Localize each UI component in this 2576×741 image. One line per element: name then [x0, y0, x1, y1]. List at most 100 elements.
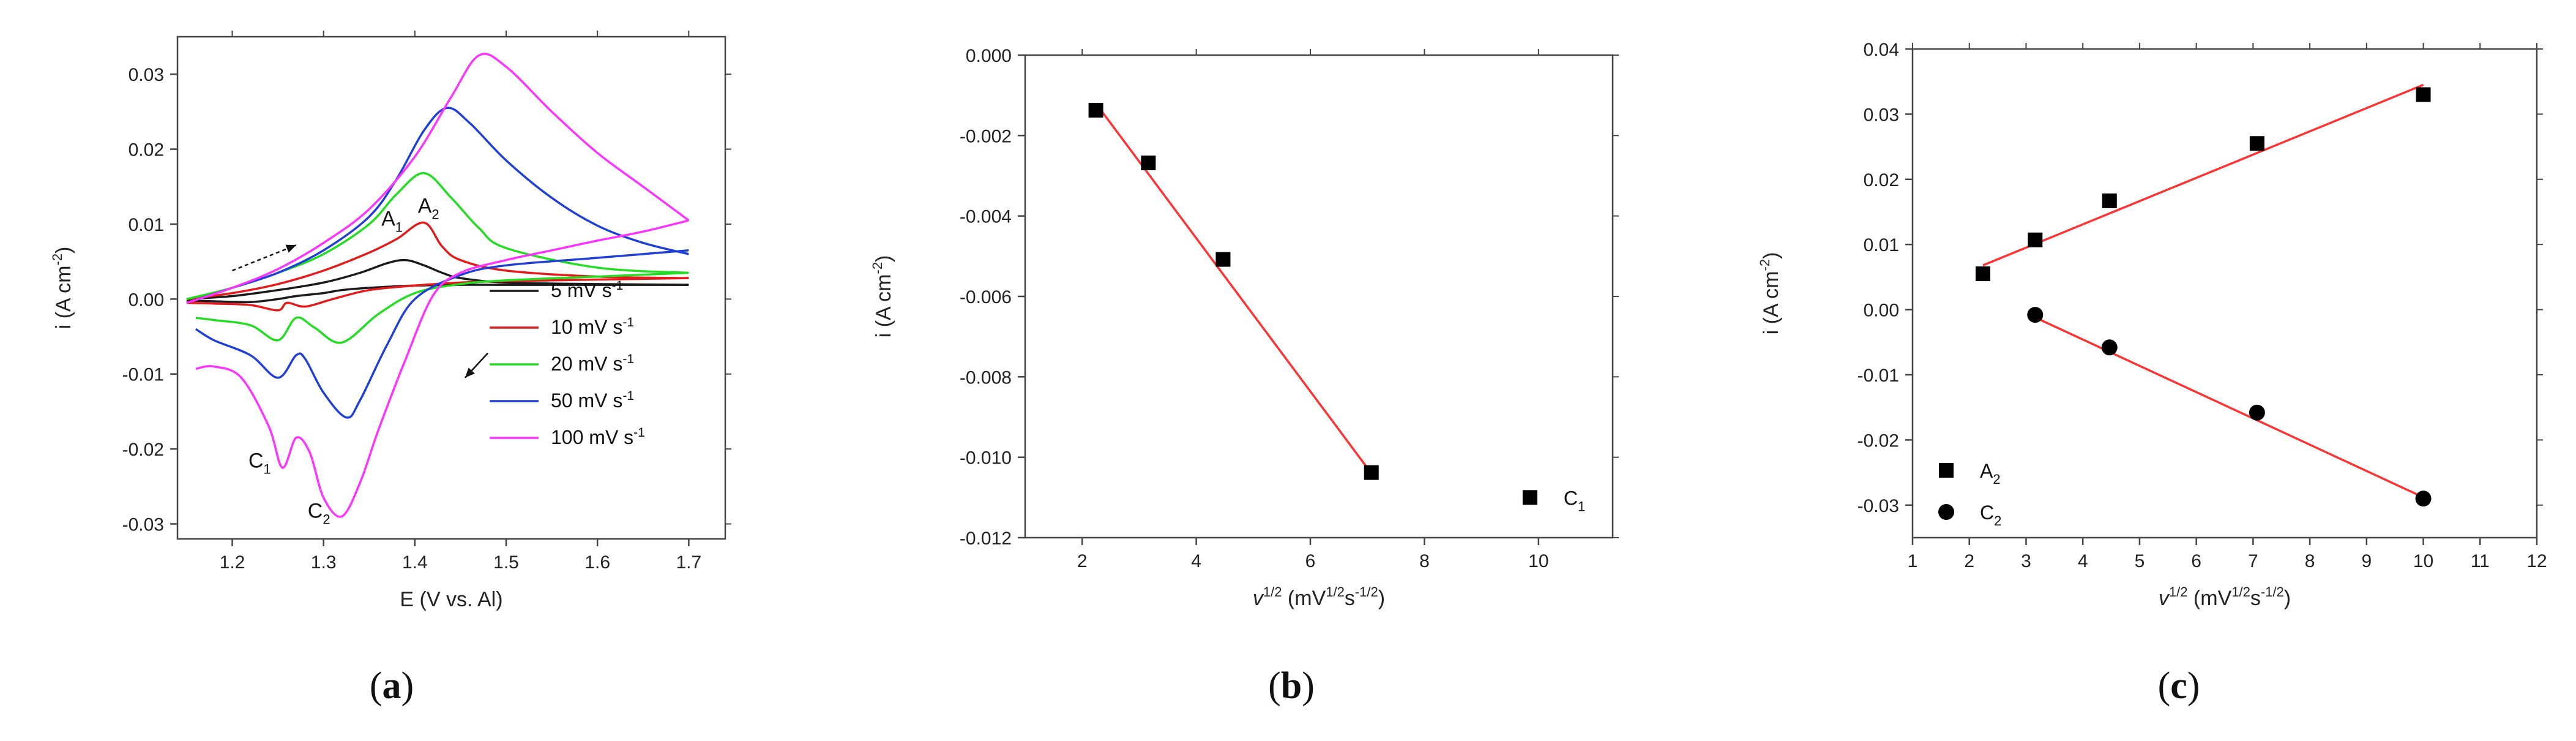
- x-tick-label: 2: [1964, 551, 1974, 571]
- legend-label: A2: [1980, 460, 2001, 487]
- data-point-square: [2416, 87, 2431, 102]
- fit-line: [1095, 102, 1373, 474]
- x-tick-label: 9: [2361, 551, 2372, 571]
- x-tick-label: 1.4: [402, 552, 428, 573]
- legend-item: 10 mV s-1: [490, 315, 634, 338]
- y-tick-label: 0.04: [1864, 40, 1899, 60]
- plot-area: [186, 53, 690, 518]
- data-point-square: [2249, 136, 2264, 151]
- y-tick-label: 0.01: [129, 215, 164, 235]
- x-axis-label: v1/2 (mV1/2s-1/2): [1253, 584, 1385, 610]
- x-tick-label: 1.6: [584, 552, 610, 573]
- x-tick-label: 7: [2248, 551, 2258, 571]
- peak-label: C2: [308, 500, 330, 527]
- x-tick-label: 10: [1528, 551, 1548, 571]
- legend-item: 5 mV s-1: [490, 279, 623, 301]
- plot-frame: [176, 36, 726, 540]
- y-tick-label: -0.006: [960, 287, 1012, 307]
- legend-item: A2: [1939, 460, 2001, 487]
- x-tick-label: 1.2: [220, 552, 245, 573]
- plot-area: [1982, 83, 2424, 498]
- legend-item: 50 mV s-1: [490, 389, 634, 412]
- x-tick-label: 2: [1077, 551, 1088, 571]
- x-tick-label: 5: [2135, 551, 2145, 571]
- y-tick-label: -0.010: [960, 448, 1012, 468]
- fit-line: [1982, 83, 2424, 266]
- data-point-circle: [2101, 339, 2118, 356]
- series-line-reverse: [195, 249, 689, 419]
- x-tick-label: 6: [1305, 551, 1316, 571]
- data-point-circle: [2415, 491, 2432, 507]
- y-tick-label: -0.03: [1857, 496, 1899, 516]
- legend-marker-square: [1939, 463, 1954, 478]
- data-point-square: [1088, 102, 1103, 118]
- data-point-square: [1364, 465, 1379, 480]
- x-tick-label: 8: [1419, 551, 1430, 571]
- chart-a: 1.2 1.3 1.4 1.5 1.6 1.7 -0.03 -0.02 -0.01 0.00 0.0…: [50, 31, 731, 707]
- y-tick-label: 0.00: [1864, 301, 1899, 321]
- series-line-forward: [186, 53, 690, 304]
- y-tick-label: -0.008: [960, 367, 1012, 388]
- y-tick-label: -0.02: [1857, 431, 1899, 451]
- y-tick-label: 0.03: [1864, 105, 1899, 125]
- y-tick-label: 0.01: [1864, 235, 1899, 255]
- legend-label: 10 mV s-1: [551, 315, 634, 338]
- x-tick-label: 3: [2021, 551, 2031, 571]
- data-point-square: [2102, 193, 2117, 208]
- legend-item: C1: [1522, 487, 1585, 514]
- peak-label: C1: [248, 449, 271, 477]
- x-axis-label: v1/2 (mV1/2s-1/2): [2159, 584, 2291, 610]
- y-tick-label: -0.03: [122, 515, 164, 535]
- panel-label: (b): [1268, 665, 1315, 707]
- legend-label: 50 mV s-1: [551, 389, 634, 412]
- x-tick-label: 8: [2305, 551, 2315, 571]
- y-tick-label: 0.000: [966, 46, 1012, 66]
- y-tick-label: -0.012: [960, 528, 1012, 549]
- series-line-reverse: [195, 271, 689, 344]
- y-tick-label: -0.01: [1857, 366, 1899, 386]
- x-axis-label: E (V vs. Al): [400, 588, 502, 611]
- x-tick-label: 4: [2078, 551, 2088, 571]
- legend-marker-circle: [1938, 504, 1954, 520]
- scan-direction-arrow: [464, 352, 489, 378]
- legend-label: C1: [1564, 487, 1585, 514]
- data-point-circle: [2027, 307, 2044, 323]
- x-tick-label: 1.7: [676, 552, 701, 573]
- y-tick-label: -0.002: [960, 126, 1012, 146]
- data-point-square: [1215, 252, 1231, 267]
- plot-area: [1095, 102, 1373, 474]
- data-point-square: [2028, 232, 2043, 247]
- y-axis-label: i (A cm-2): [1757, 252, 1783, 335]
- series-line-reverse: [195, 219, 689, 518]
- x-tick-label: 6: [2191, 551, 2201, 571]
- plot-frame: [1911, 48, 2538, 539]
- series-line-reverse: [186, 277, 689, 312]
- legend-label: C2: [1980, 502, 2001, 528]
- peak-label: A1: [381, 207, 403, 235]
- x-tick-label: 11: [2471, 551, 2490, 571]
- y-tick-label: -0.02: [122, 440, 164, 460]
- legend-item: C2: [1938, 502, 2001, 528]
- data-point-square: [1975, 266, 1990, 282]
- scan-direction-arrow: [232, 244, 297, 272]
- x-tick-label: 10: [2413, 551, 2433, 571]
- y-tick-label: 0.00: [129, 290, 164, 310]
- x-tick-label: 4: [1191, 551, 1201, 571]
- series-line-reverse: [186, 284, 689, 304]
- y-axis-label: i (A cm-2): [50, 247, 75, 329]
- data-point-square: [1141, 155, 1156, 170]
- x-tick-label: 1.5: [493, 552, 519, 573]
- legend-marker-square: [1522, 490, 1537, 505]
- y-axis-label: i (A cm-2): [870, 255, 895, 338]
- chart-b: 2 4 6 8 10 0.000 -0.002 -0.004 -0.006 -0.008 -0.01…: [870, 46, 1619, 707]
- legend-label: 100 mV s-1: [551, 426, 645, 448]
- panel-label: (a): [370, 665, 414, 707]
- series-line-forward: [186, 107, 689, 304]
- data-point-circle: [2249, 404, 2265, 421]
- fit-line: [2034, 316, 2424, 498]
- x-tick-label: 1.3: [311, 552, 337, 573]
- series-line-forward: [186, 221, 689, 301]
- peak-label: A2: [418, 195, 439, 222]
- x-tick-label: 1: [1908, 551, 1918, 571]
- legend-label: 5 mV s-1: [551, 279, 623, 301]
